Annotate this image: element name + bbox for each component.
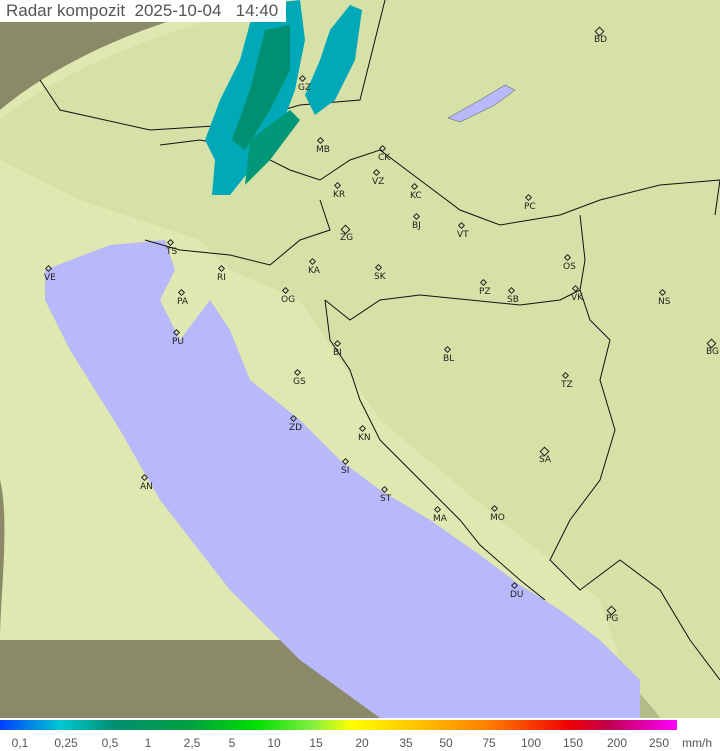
legend-tick-label: 0,25 bbox=[54, 736, 78, 750]
precipitation-legend: 0,1 0,25 0,5 1 2,5 5 10 15 20 35 50 75 100 150 200 250 m… bbox=[0, 718, 720, 751]
legend-tick-label: 0,1 bbox=[11, 736, 29, 750]
city-label: BG bbox=[706, 347, 719, 357]
city-label: BJ bbox=[412, 221, 421, 231]
city-label: BL bbox=[443, 354, 455, 364]
legend-tick-label: 2,5 bbox=[183, 736, 201, 750]
legend-unit: mm/h bbox=[682, 736, 712, 750]
city-label: VT bbox=[457, 230, 469, 240]
legend-tick-label: 1 bbox=[144, 736, 152, 750]
city-label: BD bbox=[594, 35, 608, 45]
city-label: OS bbox=[563, 262, 576, 272]
legend-tick-label: 35 bbox=[399, 736, 413, 750]
city-label: PA bbox=[177, 297, 189, 307]
legend-color-scale bbox=[0, 720, 677, 730]
city-label: KR bbox=[333, 190, 346, 200]
legend-tick-label: 5 bbox=[228, 736, 236, 750]
city-label: MB bbox=[316, 145, 330, 155]
city-label: KA bbox=[308, 266, 320, 276]
legend-tick-label: 250 bbox=[648, 736, 670, 750]
city-label: KC bbox=[410, 191, 422, 201]
city-label: ST bbox=[380, 494, 392, 504]
city-label: RI bbox=[217, 273, 226, 283]
city-label: PC bbox=[524, 202, 536, 212]
legend-tick-label: 150 bbox=[562, 736, 584, 750]
city-label: MA bbox=[433, 514, 447, 524]
city-label: PZ bbox=[479, 287, 491, 297]
legend-tick-label: 15 bbox=[309, 736, 323, 750]
city-label: OG bbox=[281, 295, 296, 305]
adriatic-sea bbox=[45, 240, 640, 718]
map-canvas[interactable] bbox=[0, 0, 720, 718]
lake-balaton bbox=[447, 84, 516, 123]
city-label: SI bbox=[341, 466, 350, 476]
radar-echoes bbox=[205, 0, 362, 195]
city-label: TS bbox=[166, 247, 178, 257]
map-title: Radar kompozit 2025-10-04 14:40 bbox=[0, 0, 287, 22]
city-label: CK bbox=[378, 153, 391, 163]
city-label: BI bbox=[333, 348, 342, 358]
city-label: PG bbox=[606, 614, 619, 624]
city-label: TZ bbox=[561, 380, 573, 390]
city-label: PU bbox=[172, 337, 185, 347]
legend-tick-label: 75 bbox=[482, 736, 496, 750]
city-label: GZ bbox=[298, 83, 312, 93]
legend-tick-label: 10 bbox=[267, 736, 281, 750]
city-label: VZ bbox=[372, 177, 385, 187]
land-east bbox=[0, 0, 720, 718]
city-label: KN bbox=[358, 433, 371, 443]
legend-tick-label: 100 bbox=[520, 736, 542, 750]
city-label: SA bbox=[539, 455, 552, 465]
city-label: ZD bbox=[289, 423, 303, 433]
city-label: GS bbox=[293, 377, 306, 387]
city-label: DU bbox=[510, 590, 524, 600]
city-label: NS bbox=[658, 297, 671, 307]
city-label: SK bbox=[374, 272, 386, 282]
city-label: VE bbox=[44, 273, 56, 283]
legend-tick-label: 50 bbox=[439, 736, 453, 750]
city-label: VK bbox=[571, 293, 584, 303]
legend-tick-label: 200 bbox=[606, 736, 628, 750]
city-label: MO bbox=[490, 513, 505, 523]
city-label: AN bbox=[140, 482, 153, 492]
legend-tick-label: 0,5 bbox=[101, 736, 119, 750]
city-label: SB bbox=[507, 295, 519, 305]
legend-tick-label: 20 bbox=[355, 736, 369, 750]
city-label: ZG bbox=[340, 233, 354, 243]
